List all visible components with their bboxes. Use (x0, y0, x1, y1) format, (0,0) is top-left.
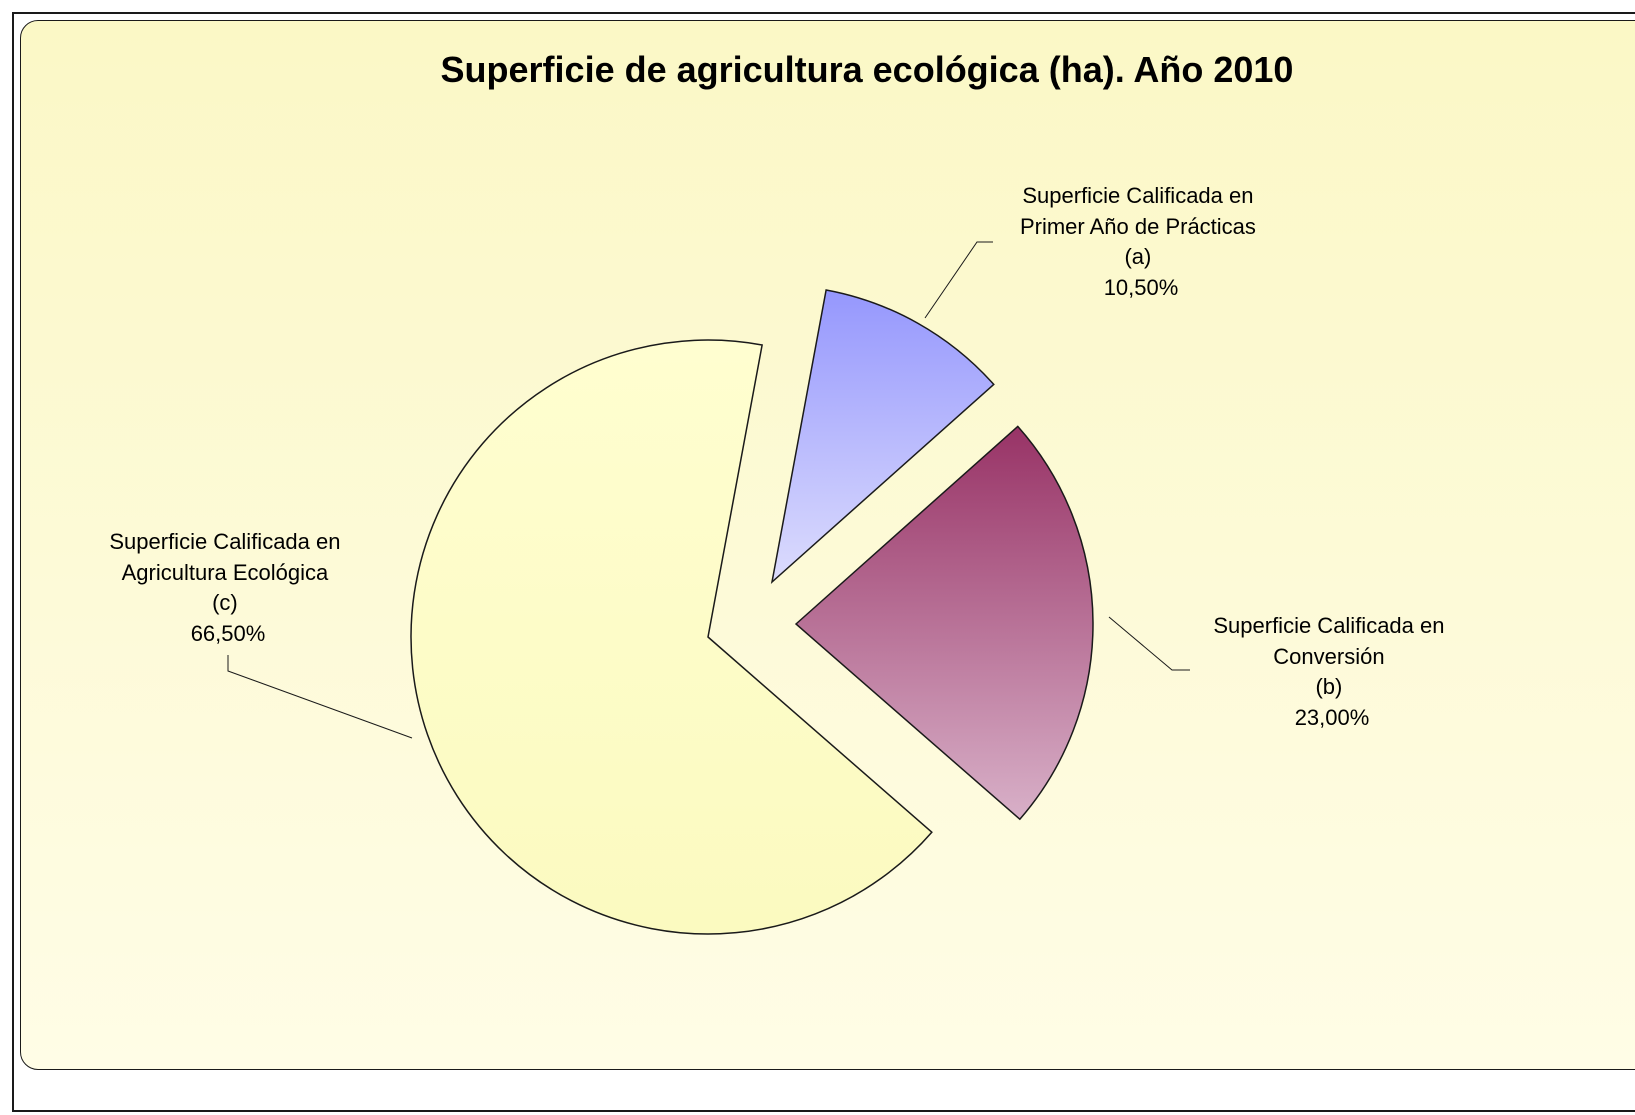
slice-label-a-line-2: Primer Año de Prácticas (1020, 214, 1256, 239)
slice-label-a-line-1: Superficie Calificada en (1022, 183, 1253, 208)
chart-title: Superficie de agricultura ecológica (ha)… (441, 49, 1294, 90)
slice-label-a: Superficie Calificada en Primer Año de P… (1020, 183, 1262, 300)
slice-a (770, 289, 995, 585)
slice-label-b-line-1: Superficie Calificada en (1213, 613, 1444, 638)
pie-slices (410, 289, 1094, 935)
slice-label-c: Superficie Calificada en Agricultura Eco… (109, 529, 346, 646)
leader-line-a (924, 241, 993, 319)
slice-label-c-percent: 66,50% (191, 621, 266, 646)
slice-label-c-line-1: Superficie Calificada en (109, 529, 340, 554)
leader-lines (227, 241, 1190, 739)
slice-c (410, 339, 933, 935)
slice-label-a-percent: 10,50% (1104, 275, 1179, 300)
slice-label-c-line-3: (c) (212, 590, 238, 615)
leader-line-b (1108, 616, 1190, 671)
slice-label-b-line-3: (b) (1315, 674, 1342, 699)
slice-label-b: Superficie Calificada en Conversión (b) … (1213, 613, 1450, 730)
slice-label-b-percent: 23,00% (1295, 705, 1370, 730)
slice-b (794, 425, 1094, 821)
slice-label-a-line-3: (a) (1124, 244, 1151, 269)
slice-label-b-line-2: Conversión (1273, 644, 1384, 669)
slice-label-c-line-2: Agricultura Ecológica (122, 560, 329, 585)
leader-line-c (227, 655, 413, 739)
